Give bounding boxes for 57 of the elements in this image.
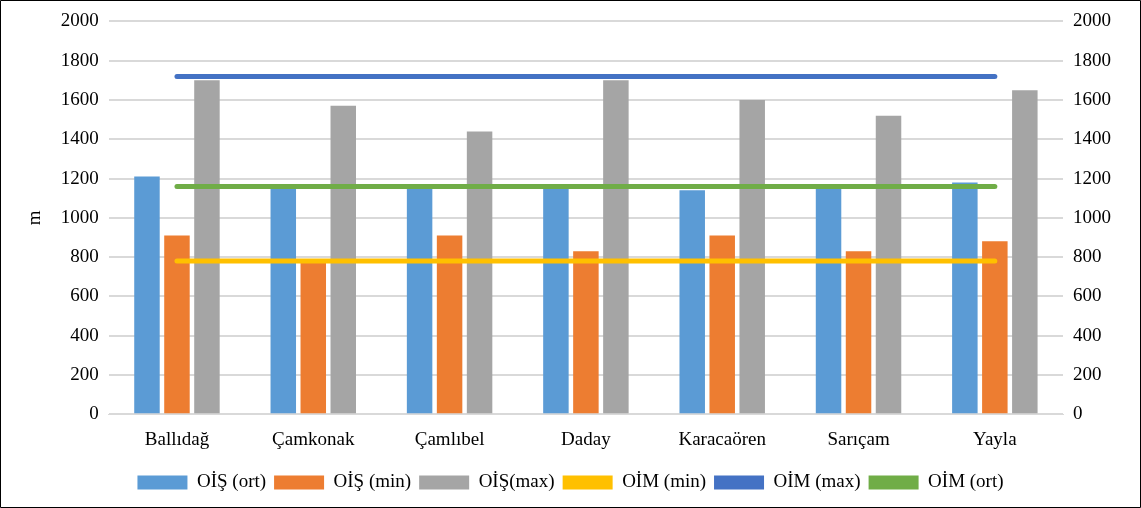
bar bbox=[466, 131, 493, 414]
y-tick-label: 400 bbox=[70, 323, 99, 345]
bar bbox=[603, 80, 629, 414]
legend-label: OİŞ(max) bbox=[478, 470, 555, 493]
y2-tick-label: 2000 bbox=[1073, 9, 1111, 31]
bar bbox=[573, 251, 599, 414]
bar bbox=[1012, 90, 1038, 414]
legend-label: OİŞ (min) bbox=[333, 470, 412, 493]
x-tick-label: Yayla bbox=[973, 427, 1018, 449]
bar bbox=[270, 188, 297, 414]
y2-tick-label: 0 bbox=[1073, 402, 1083, 424]
bar bbox=[739, 99, 765, 414]
bar bbox=[815, 188, 842, 414]
y2-tick-label: 800 bbox=[1073, 245, 1102, 267]
bar bbox=[134, 176, 160, 414]
bar bbox=[194, 80, 220, 414]
bar bbox=[709, 235, 735, 414]
bar bbox=[330, 105, 357, 414]
y-tick-label: 800 bbox=[70, 245, 99, 267]
y2-tick-label: 1800 bbox=[1073, 48, 1111, 70]
legend-label: OİM (min) bbox=[622, 470, 707, 493]
legend-label: OİŞ (ort) bbox=[196, 470, 267, 493]
y-tick-label: 1000 bbox=[60, 205, 99, 227]
x-tick-label: Çamlıbel bbox=[414, 427, 485, 449]
y-tick-label: 600 bbox=[70, 284, 99, 306]
y-tick-label: 0 bbox=[89, 402, 99, 424]
x-tick-label: Ballıdağ bbox=[144, 427, 210, 449]
y-tick-label: 1800 bbox=[60, 48, 99, 70]
bar bbox=[406, 188, 433, 414]
y-axis-title: m bbox=[23, 210, 45, 226]
bar bbox=[679, 190, 705, 414]
bar bbox=[952, 182, 978, 414]
x-tick-label: Karacaören bbox=[678, 427, 767, 449]
bar bbox=[300, 262, 327, 414]
bar bbox=[875, 115, 902, 414]
bar bbox=[164, 235, 190, 414]
legend-label: OİM (max) bbox=[773, 470, 861, 493]
y-tick-label: 1400 bbox=[60, 127, 99, 149]
x-tick-label: Daday bbox=[561, 427, 612, 449]
y2-tick-label: 1200 bbox=[1073, 166, 1111, 188]
y-tick-label: 2000 bbox=[60, 9, 99, 31]
y2-tick-label: 1400 bbox=[1073, 127, 1111, 149]
bar bbox=[982, 241, 1008, 414]
x-tick-label: Çamkonak bbox=[272, 427, 355, 449]
y2-tick-label: 600 bbox=[1073, 284, 1102, 306]
x-tick-label: Sarıçam bbox=[827, 427, 890, 449]
bar bbox=[543, 188, 569, 414]
y-tick-label: 200 bbox=[70, 362, 99, 384]
y2-tick-label: 200 bbox=[1073, 362, 1102, 384]
y2-tick-label: 1000 bbox=[1073, 205, 1111, 227]
y2-tick-label: 1600 bbox=[1073, 87, 1111, 109]
y-tick-label: 1200 bbox=[60, 166, 99, 188]
bar bbox=[845, 251, 872, 414]
legend-label: OİM (ort) bbox=[928, 470, 1004, 493]
y2-tick-label: 400 bbox=[1073, 323, 1102, 345]
y-tick-label: 1600 bbox=[60, 87, 99, 109]
bar bbox=[436, 235, 463, 414]
